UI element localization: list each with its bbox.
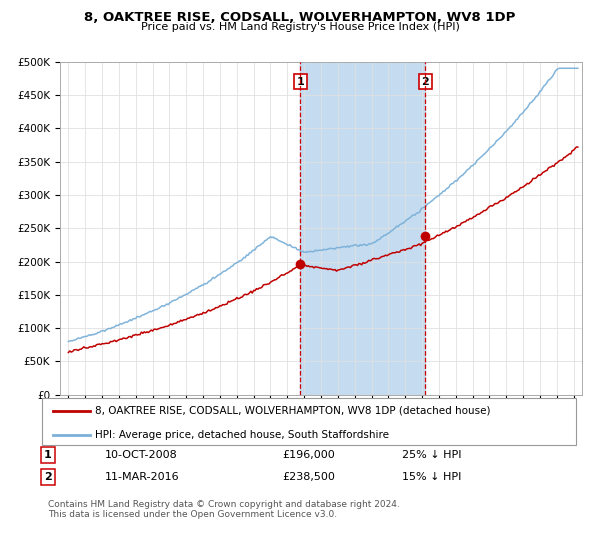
Text: 8, OAKTREE RISE, CODSALL, WOLVERHAMPTON, WV8 1DP: 8, OAKTREE RISE, CODSALL, WOLVERHAMPTON,… bbox=[85, 11, 515, 24]
Text: HPI: Average price, detached house, South Staffordshire: HPI: Average price, detached house, Sout… bbox=[95, 430, 389, 440]
Text: 1: 1 bbox=[44, 450, 52, 460]
Text: £238,500: £238,500 bbox=[282, 472, 335, 482]
Text: 1: 1 bbox=[296, 77, 304, 87]
Bar bbox=[301, 62, 425, 395]
Text: 25% ↓ HPI: 25% ↓ HPI bbox=[402, 450, 461, 460]
Text: £196,000: £196,000 bbox=[282, 450, 335, 460]
Text: Price paid vs. HM Land Registry's House Price Index (HPI): Price paid vs. HM Land Registry's House … bbox=[140, 22, 460, 32]
Text: Contains HM Land Registry data © Crown copyright and database right 2024.
This d: Contains HM Land Registry data © Crown c… bbox=[48, 500, 400, 519]
Text: 2: 2 bbox=[44, 472, 52, 482]
Text: 8, OAKTREE RISE, CODSALL, WOLVERHAMPTON, WV8 1DP (detached house): 8, OAKTREE RISE, CODSALL, WOLVERHAMPTON,… bbox=[95, 406, 491, 416]
Text: 11-MAR-2016: 11-MAR-2016 bbox=[105, 472, 179, 482]
Text: 15% ↓ HPI: 15% ↓ HPI bbox=[402, 472, 461, 482]
Text: 2: 2 bbox=[422, 77, 429, 87]
Text: 10-OCT-2008: 10-OCT-2008 bbox=[105, 450, 178, 460]
